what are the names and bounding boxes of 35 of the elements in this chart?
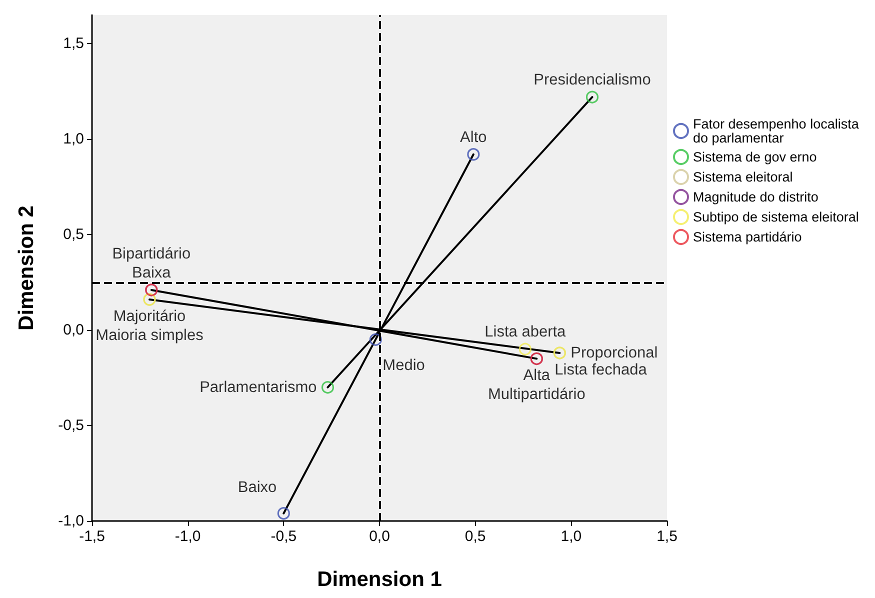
x-tick-label: -1,0 xyxy=(174,528,201,545)
legend-label: Sistema de gov erno xyxy=(693,150,817,164)
data-label: Bipartidário xyxy=(112,245,191,262)
y-tick-label: 0,5 xyxy=(63,226,84,244)
data-label: Maioria simples xyxy=(96,327,204,344)
data-label: Parlamentarismo xyxy=(200,378,317,396)
y-tick-label: -1,0 xyxy=(58,512,84,530)
x-tick-label: 0,0 xyxy=(369,528,390,545)
data-label: Baixo xyxy=(238,478,277,496)
legend-label: Fator desempenho localista do parlamentar xyxy=(693,116,863,146)
x-tick-label: 1,5 xyxy=(656,528,678,545)
data-label: Lista aberta xyxy=(484,324,566,341)
legend-label: Magnitude do distrito xyxy=(693,190,818,204)
y-tick-label: 0,0 xyxy=(63,322,84,339)
x-tick-label: 0,5 xyxy=(464,528,486,545)
y-tick-label: 1,5 xyxy=(63,35,84,52)
data-label: Medio xyxy=(382,357,425,374)
x-tick-label: -1,5 xyxy=(79,528,105,545)
data-label: Alto xyxy=(460,128,487,146)
x-tick-label: 1,0 xyxy=(560,528,582,545)
legend-label: Sistema partidário xyxy=(693,230,802,244)
data-label: Alta xyxy=(523,367,550,384)
y-tick-label: 1,0 xyxy=(63,130,84,148)
legend-label: Subtipo de sistema eleitoral xyxy=(693,210,859,224)
x-tick-label: -0,5 xyxy=(270,528,297,545)
data-label: Multipartidário xyxy=(488,386,586,404)
y-axis-title: Dimension 2 xyxy=(15,206,38,330)
data-label: Majoritário xyxy=(113,308,186,326)
data-label: Presidencialismo xyxy=(534,72,651,89)
data-label: Baixa xyxy=(132,264,172,282)
x-axis-title: Dimension 1 xyxy=(317,568,442,591)
legend-label: Sistema eleitoral xyxy=(693,170,793,184)
y-tick-label: -0,5 xyxy=(58,417,84,434)
data-label: Lista fechada xyxy=(554,361,648,378)
data-label: Proporcional xyxy=(570,344,658,362)
